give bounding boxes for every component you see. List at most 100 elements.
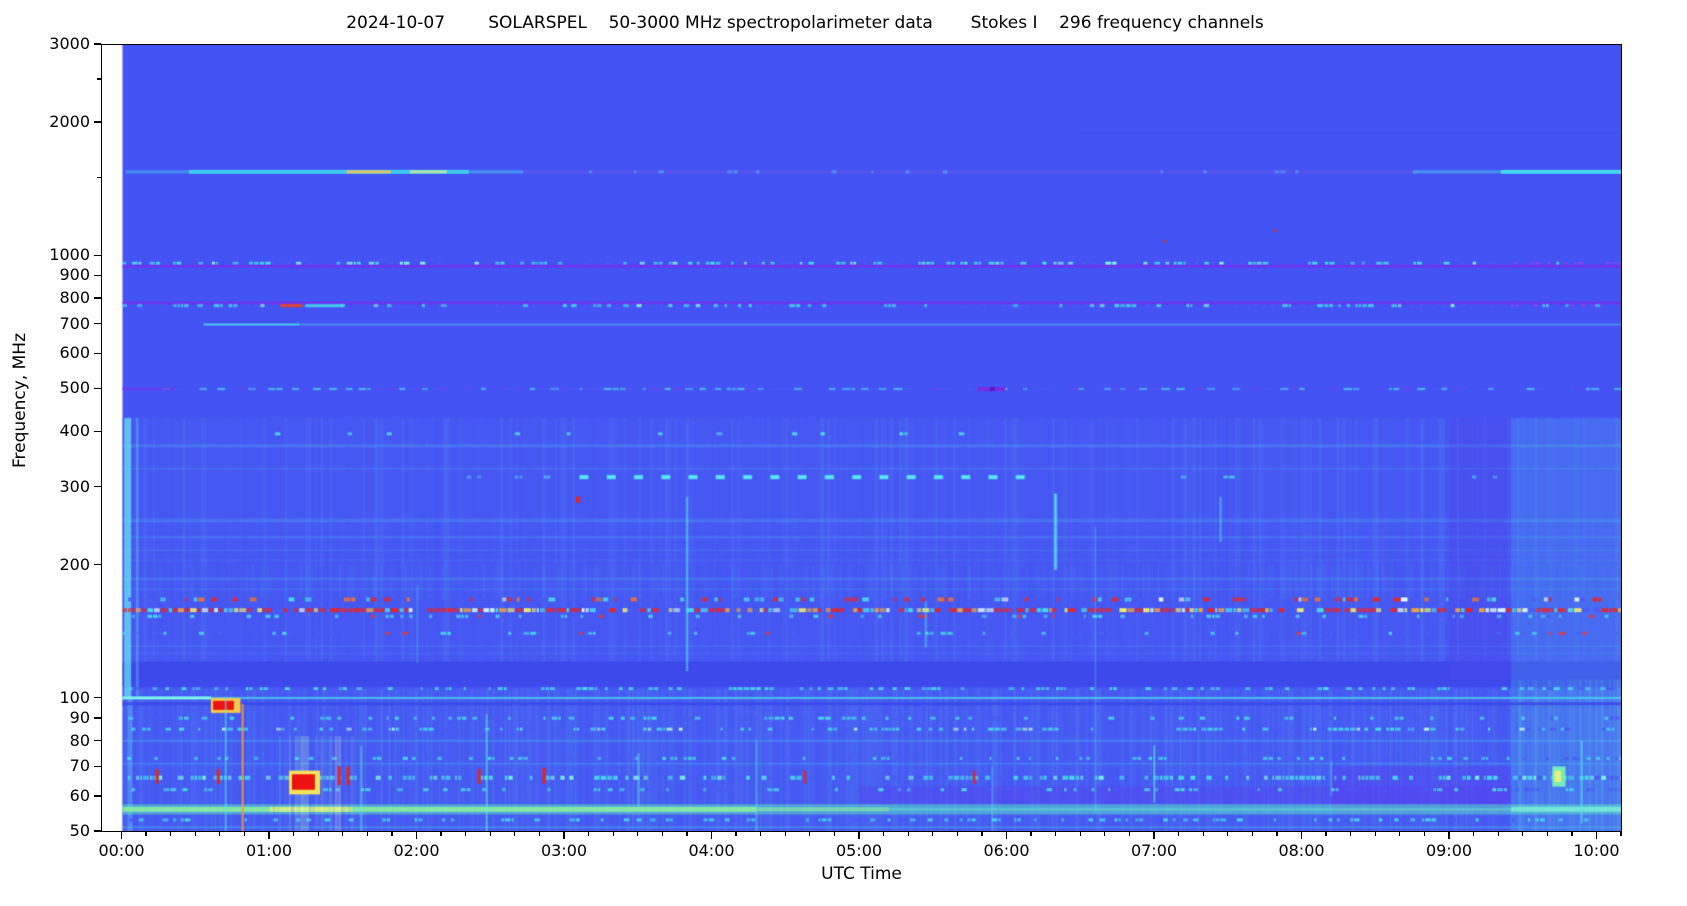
- y-major-tick: [94, 387, 101, 389]
- x-tick-label: 07:00: [1130, 841, 1178, 860]
- x-major-tick: [1153, 832, 1155, 839]
- y-tick-label: 50: [69, 821, 90, 840]
- x-minor-tick: [489, 832, 491, 836]
- x-major-tick: [858, 832, 860, 839]
- x-minor-tick: [391, 832, 393, 836]
- x-minor-tick: [661, 832, 663, 836]
- y-tick-label: 1000: [49, 245, 90, 265]
- x-minor-tick: [194, 832, 196, 836]
- x-minor-tick: [1423, 832, 1425, 836]
- y-tick-label: 100: [59, 687, 90, 707]
- x-minor-tick: [465, 832, 467, 836]
- x-major-tick: [120, 832, 123, 839]
- x-major-tick: [563, 832, 565, 839]
- x-minor-tick: [784, 832, 786, 836]
- x-tick-label: 08:00: [1278, 841, 1325, 860]
- y-major-tick: [94, 274, 101, 276]
- y-minor-tick: [97, 78, 101, 80]
- x-minor-tick: [1055, 832, 1057, 836]
- y-tick-label: 500: [59, 378, 90, 398]
- y-tick-label: 900: [59, 265, 90, 285]
- y-tick-label: 800: [59, 288, 90, 308]
- y-tick-label: 60: [69, 785, 90, 805]
- x-tick-label: 03:00: [540, 841, 588, 860]
- y-major-tick: [94, 795, 101, 797]
- x-minor-tick: [292, 832, 295, 836]
- y-tick-label: 3000: [49, 34, 90, 53]
- y-tick-label: 70: [69, 756, 90, 776]
- x-tick-label: 09:00: [1425, 841, 1473, 860]
- y-major-tick: [94, 563, 101, 566]
- x-tick-label: 02:00: [393, 841, 440, 860]
- x-major-tick: [1595, 832, 1598, 839]
- x-minor-tick: [1571, 832, 1573, 836]
- y-major-tick: [94, 740, 101, 742]
- x-minor-tick: [735, 832, 737, 836]
- y-tick-label: 2000: [49, 111, 90, 131]
- x-minor-tick: [956, 832, 958, 836]
- x-minor-tick: [587, 832, 590, 836]
- x-minor-tick: [170, 832, 172, 836]
- chart-title: 2024-10-07 SOLARSPEL 50-3000 MHz spectro…: [346, 13, 1264, 33]
- x-minor-tick: [760, 832, 762, 836]
- y-major-tick: [94, 323, 101, 325]
- x-tick-label: 06:00: [983, 841, 1030, 860]
- y-major-tick: [94, 254, 101, 256]
- x-tick-label: 05:00: [835, 841, 883, 860]
- y-major-tick: [94, 830, 101, 832]
- y-tick-label: 90: [69, 708, 90, 728]
- y-major-tick: [94, 717, 101, 719]
- x-major-tick: [1005, 832, 1008, 839]
- x-minor-tick: [932, 832, 934, 836]
- x-minor-tick: [1079, 832, 1081, 836]
- x-major-tick: [268, 832, 270, 839]
- y-major-tick: [94, 765, 101, 767]
- x-minor-tick: [1325, 832, 1327, 836]
- x-minor-tick: [1227, 832, 1229, 836]
- y-minor-tick: [97, 176, 101, 178]
- x-minor-tick: [1202, 832, 1204, 836]
- y-major-tick: [94, 430, 101, 432]
- x-minor-tick: [243, 832, 245, 836]
- y-major-tick: [94, 43, 101, 45]
- x-minor-tick: [1177, 832, 1180, 836]
- y-major-tick: [94, 352, 101, 354]
- x-tick-label: 00:00: [98, 841, 145, 860]
- x-minor-tick: [1374, 832, 1376, 836]
- x-minor-tick: [1399, 832, 1401, 836]
- x-minor-tick: [317, 832, 319, 836]
- x-minor-tick: [907, 832, 909, 836]
- x-minor-tick: [1030, 832, 1032, 836]
- x-major-tick: [415, 832, 418, 839]
- x-minor-tick: [219, 832, 221, 836]
- x-minor-tick: [342, 832, 344, 836]
- x-minor-tick: [882, 832, 885, 836]
- x-minor-tick: [440, 832, 442, 836]
- x-minor-tick: [686, 832, 688, 836]
- x-major-tick: [1448, 832, 1450, 839]
- x-minor-tick: [1251, 832, 1253, 836]
- x-axis-label: UTC Time: [821, 864, 902, 884]
- y-tick-label: 200: [59, 554, 90, 574]
- x-minor-tick: [1546, 832, 1548, 836]
- y-tick-label: 400: [59, 421, 90, 441]
- y-major-tick: [94, 485, 101, 488]
- plot-area: [101, 44, 1622, 832]
- y-tick-label: 300: [59, 476, 90, 496]
- x-minor-tick: [1104, 832, 1106, 836]
- x-minor-tick: [1350, 832, 1352, 836]
- y-tick-label: 700: [59, 313, 90, 333]
- x-minor-tick: [612, 832, 614, 836]
- x-minor-tick: [833, 832, 835, 836]
- x-minor-tick: [1472, 832, 1475, 836]
- y-tick-label: 600: [59, 343, 90, 363]
- x-minor-tick: [538, 832, 540, 836]
- x-tick-label: 10:00: [1573, 841, 1620, 860]
- y-tick-label: 80: [69, 730, 90, 750]
- x-minor-tick: [1276, 832, 1278, 836]
- y-major-tick: [94, 121, 101, 123]
- y-major-tick: [94, 697, 101, 699]
- y-major-tick: [94, 297, 101, 299]
- x-minor-tick: [981, 832, 983, 836]
